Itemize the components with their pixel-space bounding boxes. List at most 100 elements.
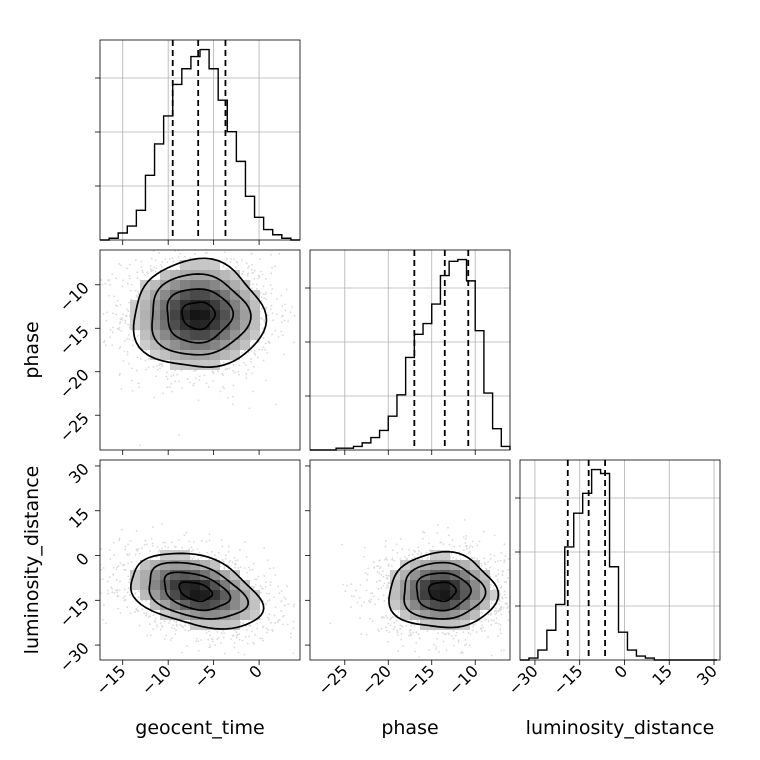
scatter-point <box>129 540 132 542</box>
scatter-point <box>229 261 232 264</box>
scatter-point <box>275 403 278 406</box>
density-cell <box>160 300 170 310</box>
scatter-point <box>152 366 155 368</box>
scatter-point <box>482 626 484 629</box>
scatter-point <box>259 258 261 261</box>
scatter-point <box>259 585 262 588</box>
scatter-point <box>423 531 426 534</box>
scatter-point <box>109 558 112 560</box>
scatter-point <box>405 624 408 627</box>
density-cell <box>210 270 220 280</box>
scatter-point <box>122 313 124 316</box>
scatter-point <box>196 548 199 551</box>
scatter-point <box>286 585 288 588</box>
scatter-point <box>233 642 236 644</box>
scatter-point <box>127 587 130 589</box>
scatter-point <box>379 565 382 568</box>
scatter-point <box>108 279 111 282</box>
scatter-point <box>112 326 114 329</box>
scatter-point <box>224 251 226 254</box>
scatter-point <box>112 573 115 576</box>
scatter-point <box>250 585 253 588</box>
scatter-point <box>500 606 503 609</box>
scatter-point <box>122 279 124 282</box>
scatter-point <box>234 563 237 566</box>
scatter-point <box>108 294 110 297</box>
scatter-point <box>145 612 148 615</box>
scatter-point <box>128 301 130 304</box>
scatter-point <box>198 375 201 378</box>
scatter-point <box>222 361 225 364</box>
density-cell <box>180 280 190 290</box>
scatter-point <box>184 629 187 631</box>
contour-level-1 <box>163 571 232 612</box>
scatter-point <box>118 263 121 265</box>
scatter-point <box>266 352 269 354</box>
scatter-point <box>269 567 271 570</box>
scatter-point <box>255 287 258 290</box>
scatter-point <box>252 641 255 644</box>
density-cell <box>210 580 220 590</box>
scatter-point <box>147 616 150 618</box>
scatter-point <box>255 578 258 581</box>
scatter-point <box>238 234 240 236</box>
scatter-point <box>225 268 228 271</box>
scatter-point <box>284 598 287 600</box>
scatter-point <box>280 315 283 318</box>
scatter-point <box>217 636 220 639</box>
scatter-point <box>400 638 403 641</box>
density-cell <box>180 560 190 570</box>
scatter-point <box>252 586 255 589</box>
scatter-point <box>483 561 486 564</box>
scatter-point <box>216 638 219 641</box>
scatter-point <box>200 556 203 559</box>
scatter-point <box>162 241 164 243</box>
scatter-point <box>182 626 185 629</box>
scatter-point <box>106 580 109 583</box>
density-cell <box>140 580 150 590</box>
scatter-point <box>393 559 396 562</box>
scatter-point <box>243 361 245 364</box>
scatter-point <box>503 590 506 593</box>
scatter-point <box>128 333 130 336</box>
scatter-point <box>161 365 164 368</box>
scatter-point <box>259 637 262 640</box>
contour-level-2 <box>151 273 252 356</box>
scatter-point <box>400 624 403 627</box>
density-cell <box>180 570 190 580</box>
scatter-point <box>158 251 161 254</box>
scatter-point <box>197 649 200 652</box>
scatter-point <box>130 283 133 286</box>
scatter-point <box>471 540 474 543</box>
scatter-point <box>198 378 201 381</box>
scatter-point <box>380 627 383 630</box>
scatter-point <box>450 552 453 555</box>
scatter-point <box>426 629 429 632</box>
scatter-point <box>183 534 186 537</box>
scatter-point <box>249 339 252 342</box>
density-cell <box>210 570 220 580</box>
scatter-point <box>253 365 255 368</box>
scatter-point <box>132 568 135 570</box>
panel-frame <box>99 249 301 451</box>
scatter-point <box>259 208 261 210</box>
scatter-point <box>254 634 256 636</box>
scatter-point <box>253 269 256 272</box>
density-cell <box>180 350 190 360</box>
scatter-point <box>192 384 195 387</box>
density-cell <box>230 580 240 590</box>
density-cell <box>250 600 260 610</box>
density-cell <box>170 360 180 370</box>
density-cell <box>220 620 230 630</box>
scatter-point <box>503 561 506 564</box>
scatter-point <box>258 348 261 351</box>
scatter-point <box>425 551 428 554</box>
scatter-point <box>233 371 236 374</box>
density-cell <box>220 310 230 320</box>
scatter-point <box>148 623 151 625</box>
scatter-point <box>431 545 434 548</box>
density-cell <box>150 590 160 600</box>
scatter-point <box>497 609 500 612</box>
scatter-point <box>83 543 85 545</box>
